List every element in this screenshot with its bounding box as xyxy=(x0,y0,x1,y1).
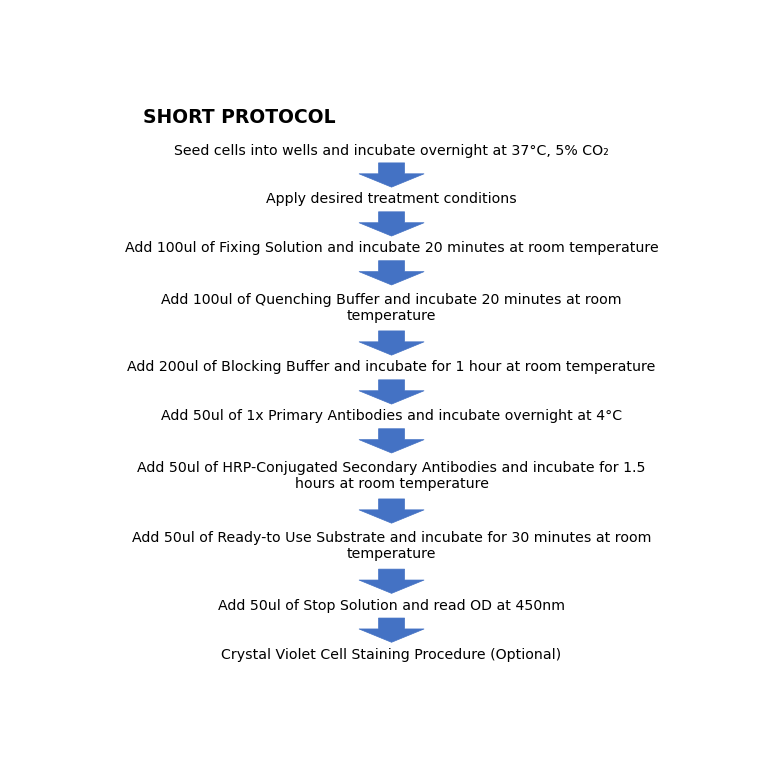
Polygon shape xyxy=(359,212,424,236)
Polygon shape xyxy=(359,331,424,355)
Text: Seed cells into wells and incubate overnight at 37°C, 5% CO₂: Seed cells into wells and incubate overn… xyxy=(174,144,609,157)
Text: SHORT PROTOCOL: SHORT PROTOCOL xyxy=(143,108,335,127)
Text: Add 100ul of Quenching Buffer and incubate 20 minutes at room
temperature: Add 100ul of Quenching Buffer and incuba… xyxy=(161,293,622,323)
Polygon shape xyxy=(359,569,424,594)
Polygon shape xyxy=(359,261,424,285)
Text: Add 100ul of Fixing Solution and incubate 20 minutes at room temperature: Add 100ul of Fixing Solution and incubat… xyxy=(125,241,659,255)
Text: Add 50ul of Ready-to Use Substrate and incubate for 30 minutes at room
temperatu: Add 50ul of Ready-to Use Substrate and i… xyxy=(132,531,651,562)
Polygon shape xyxy=(359,618,424,643)
Text: Add 50ul of 1x Primary Antibodies and incubate overnight at 4°C: Add 50ul of 1x Primary Antibodies and in… xyxy=(161,410,622,423)
Text: Apply desired treatment conditions: Apply desired treatment conditions xyxy=(266,193,517,206)
Text: Add 50ul of HRP-Conjugated Secondary Antibodies and incubate for 1.5
hours at ro: Add 50ul of HRP-Conjugated Secondary Ant… xyxy=(138,461,646,491)
Polygon shape xyxy=(359,499,424,523)
Polygon shape xyxy=(359,380,424,404)
Text: Add 200ul of Blocking Buffer and incubate for 1 hour at room temperature: Add 200ul of Blocking Buffer and incubat… xyxy=(128,361,656,374)
Text: Add 50ul of Stop Solution and read OD at 450nm: Add 50ul of Stop Solution and read OD at… xyxy=(218,599,565,613)
Polygon shape xyxy=(359,163,424,187)
Polygon shape xyxy=(359,429,424,453)
Text: Crystal Violet Cell Staining Procedure (Optional): Crystal Violet Cell Staining Procedure (… xyxy=(222,648,562,662)
